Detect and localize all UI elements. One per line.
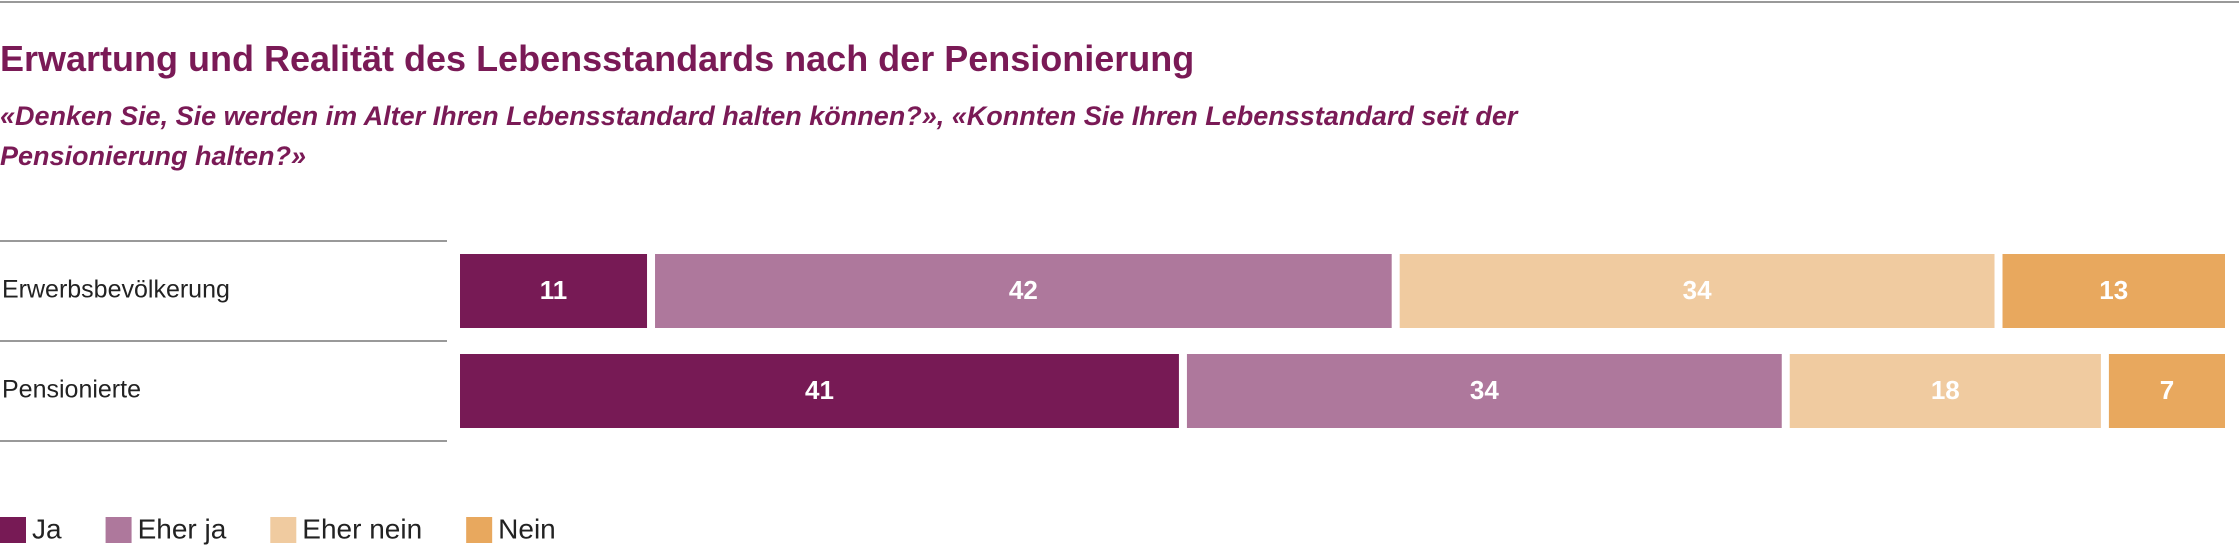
value-label: 11 (540, 275, 568, 305)
value-label: 18 (1931, 375, 1960, 405)
value-label: 42 (1009, 275, 1038, 305)
bar-segment (460, 354, 1179, 428)
bar-segment (1186, 354, 1782, 428)
value-label: 34 (1470, 375, 1499, 405)
bar-segment (2002, 254, 2225, 328)
legend-swatch (105, 517, 132, 543)
value-label: 41 (805, 375, 834, 405)
value-label: 13 (2099, 275, 2128, 305)
bar-segment (1399, 254, 1995, 328)
bar-segment (655, 254, 1392, 328)
legend-label: Nein (498, 513, 556, 544)
legend-label: Eher nein (302, 513, 422, 544)
chart-subtitle: «Denken Sie, Sie werden im Alter Ihren L… (0, 101, 1518, 171)
bar-segment (1789, 354, 2101, 428)
value-label: 7 (2160, 375, 2174, 405)
category-label: Erwerbsbevölkerung (2, 276, 230, 304)
bar-segment (460, 254, 648, 328)
bar-segment (2108, 354, 2225, 428)
legend-label: Eher ja (138, 513, 227, 544)
legend-swatch (0, 517, 26, 543)
value-label: 34 (1683, 275, 1712, 305)
legend-label: Ja (32, 513, 62, 544)
legend-swatch (270, 517, 297, 543)
legend-swatch (466, 517, 493, 543)
category-label: Pensionierte (2, 376, 141, 404)
chart-title: Erwartung und Realität des Lebensstandar… (0, 38, 1195, 79)
